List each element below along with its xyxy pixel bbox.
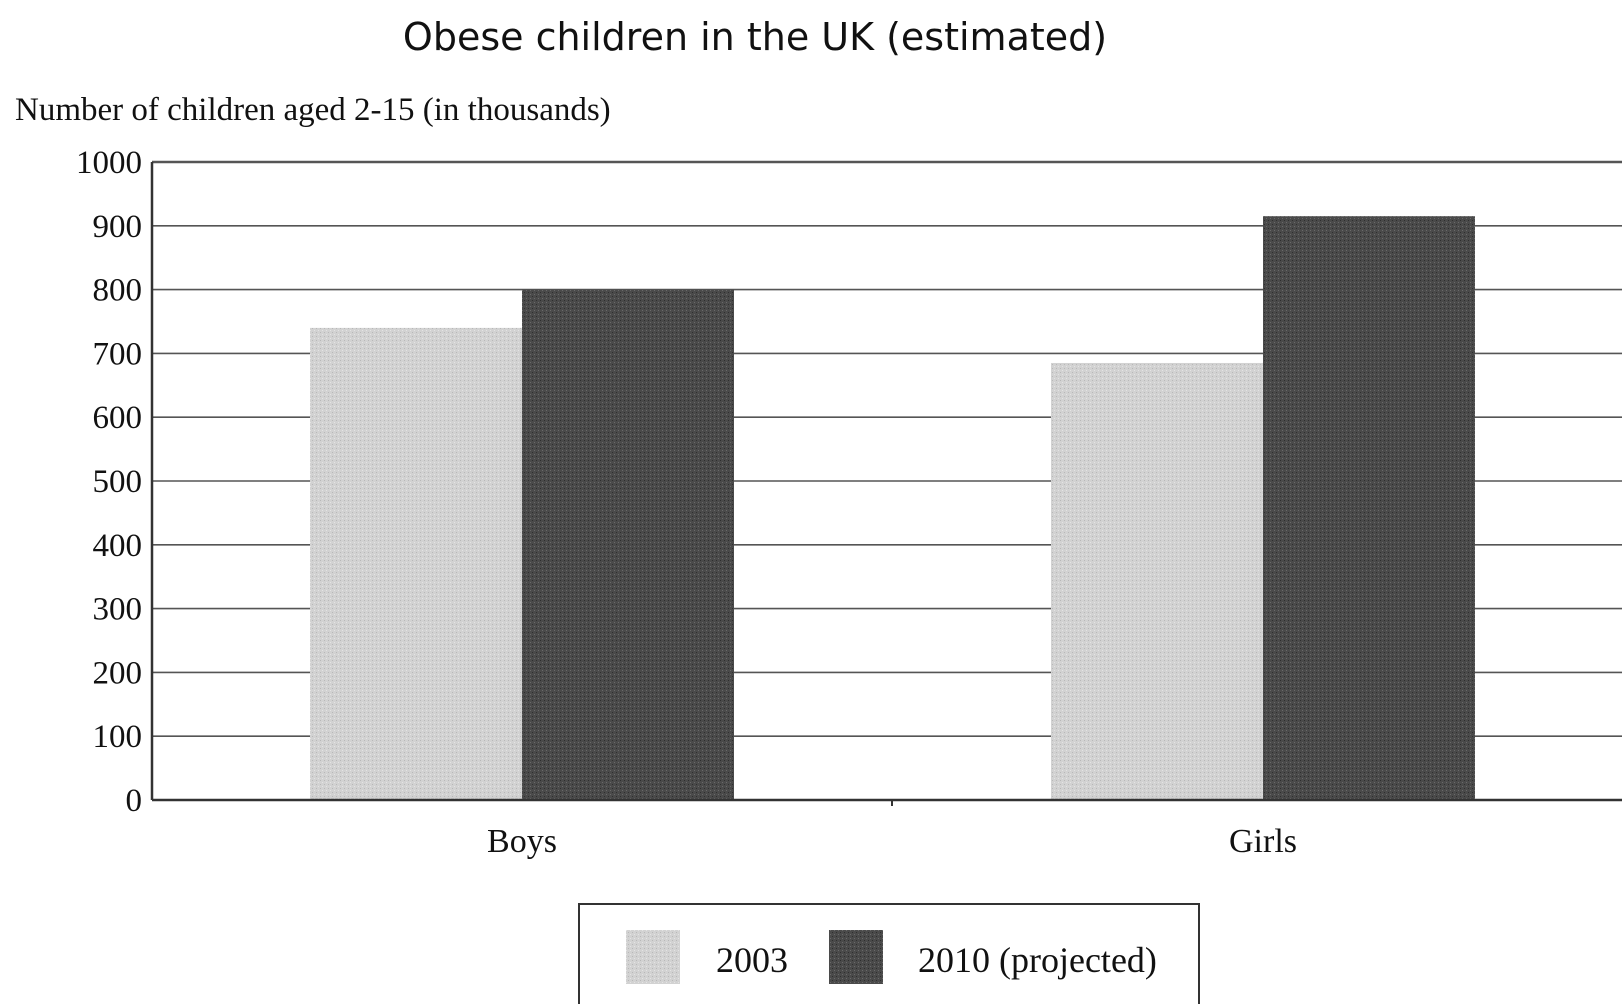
- axes: [150, 162, 1622, 806]
- bar-boys-2003: [310, 327, 522, 800]
- y-tick-label: 600: [93, 400, 143, 436]
- x-category-label: Boys: [487, 823, 557, 860]
- bar-boys-2010: [522, 289, 734, 800]
- y-tick-label: 300: [93, 592, 143, 628]
- x-category-labels: Boys Girls: [487, 823, 1297, 860]
- y-axis-label: Number of children aged 2-15 (in thousan…: [15, 92, 611, 128]
- y-tick-label: 0: [126, 783, 143, 819]
- x-category-label: Girls: [1229, 823, 1297, 860]
- y-tick-label: 800: [93, 273, 143, 309]
- legend-swatch: [626, 930, 680, 984]
- legend-label: 2010 (projected): [918, 940, 1157, 980]
- bar-girls-2003: [1051, 362, 1263, 800]
- y-tick-labels: 0 100 200 300 400 500 600 700 800 900 1000: [76, 145, 142, 819]
- legend-swatch: [829, 930, 883, 984]
- legend-label: 2003: [716, 940, 788, 980]
- y-tick-label: 1000: [76, 145, 142, 181]
- bar-girls-2010: [1263, 216, 1475, 801]
- chart-title: Obese children in the UK (estimated): [403, 15, 1107, 59]
- y-tick-label: 100: [93, 719, 143, 755]
- y-tick-label: 900: [93, 209, 143, 245]
- y-tick-label: 700: [93, 336, 143, 372]
- legend-box: [578, 903, 1200, 1004]
- y-tick-label: 500: [93, 464, 143, 500]
- y-tick-label: 200: [93, 655, 143, 691]
- bars: [310, 216, 1475, 801]
- y-tick-label: 400: [93, 528, 143, 564]
- legend: 2003 2010 (projected): [578, 903, 1200, 1004]
